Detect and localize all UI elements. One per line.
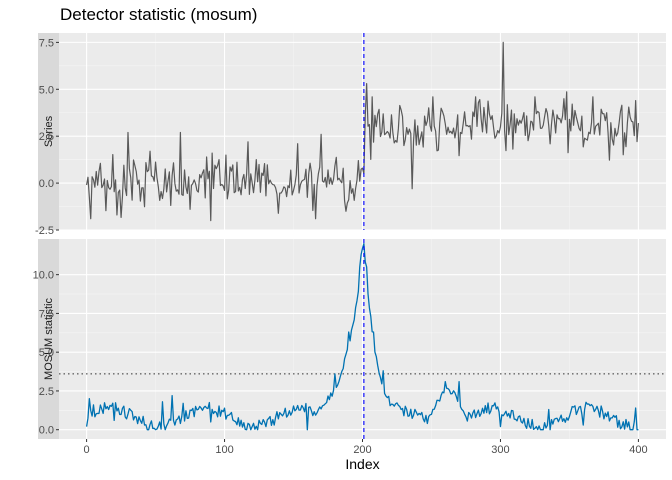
x-tick-label: 0 <box>84 444 90 456</box>
x-tick-label: 100 <box>215 444 233 456</box>
y-tick-label: 5.0 <box>39 84 54 96</box>
y-tick-label: 7.5 <box>39 308 54 320</box>
series-gridlines <box>59 33 666 231</box>
mosum-line <box>85 243 639 431</box>
series-strip-label: Series <box>43 115 55 147</box>
x-axis-ticks: 0 100 200 300 400 <box>84 439 648 456</box>
series-strip <box>38 33 59 230</box>
series-line <box>85 41 640 222</box>
mosum-y-ticks: 0.0 2.5 5.0 7.5 10.0 <box>33 270 59 437</box>
x-tick-label: 400 <box>629 444 647 456</box>
y-tick-label: -2.5 <box>35 225 54 237</box>
x-tick-label: 300 <box>491 444 509 456</box>
y-tick-label: 7.5 <box>39 37 54 49</box>
series-panel: Series -2.5 0.0 2.5 5.0 7.5 <box>35 33 666 237</box>
mosum-gridlines <box>59 239 666 439</box>
x-axis-title: Index <box>345 456 379 472</box>
y-tick-label: 2.5 <box>39 131 54 143</box>
series-y-ticks: -2.5 0.0 2.5 5.0 7.5 <box>35 37 59 237</box>
mosum-strip <box>38 239 59 439</box>
y-tick-label: 10.0 <box>33 270 54 282</box>
y-tick-label: 2.5 <box>39 386 54 398</box>
mosum-panel: MOSUM statistic 0.0 2.5 5.0 7.5 10.0 <box>33 239 666 439</box>
y-tick-label: 5.0 <box>39 347 54 359</box>
chart-title: Detector statistic (mosum) <box>60 5 257 24</box>
x-tick-label: 200 <box>353 444 371 456</box>
y-tick-label: 0.0 <box>39 178 54 190</box>
mosum-strip-label: MOSUM statistic <box>43 298 55 380</box>
y-tick-label: 0.0 <box>39 425 54 437</box>
